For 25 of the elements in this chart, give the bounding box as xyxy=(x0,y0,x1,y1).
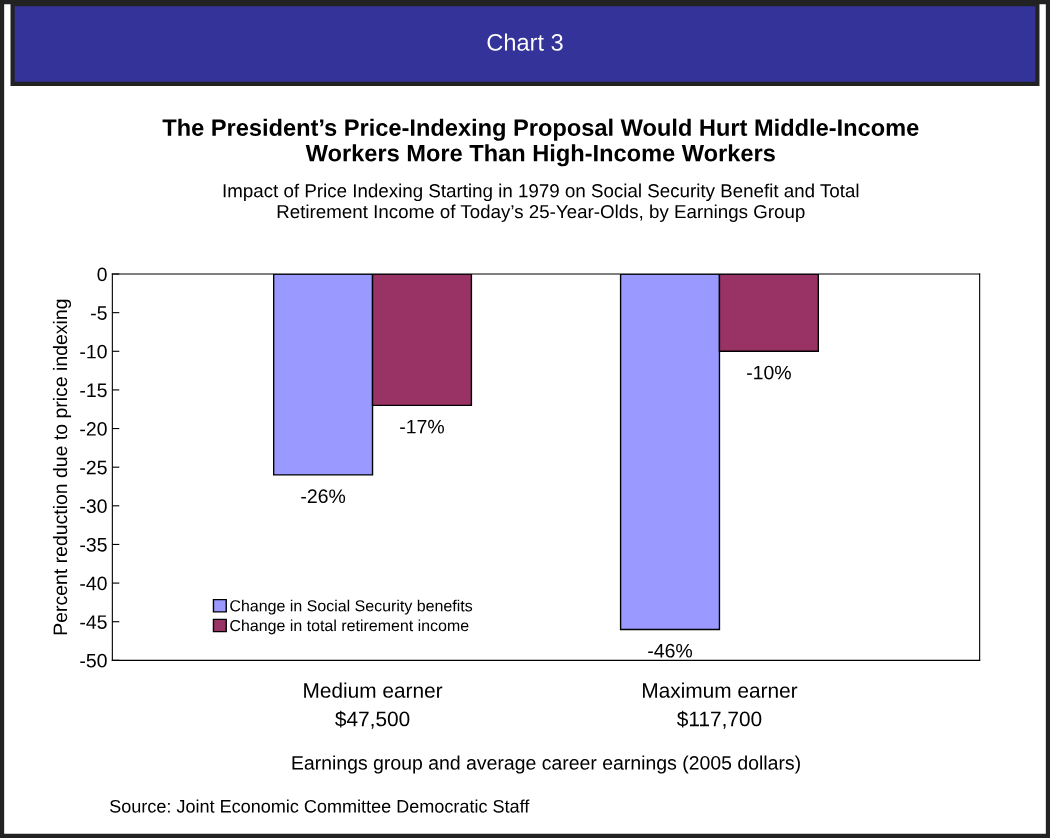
y-tick-label: -35 xyxy=(80,537,107,552)
x-tick-label: Medium earner $47,500 xyxy=(304,682,443,729)
legend-label: Change in total retirement income xyxy=(230,619,469,635)
x-tick-label: Maximum earner $117,700 xyxy=(643,682,798,729)
y-tick-label: -45 xyxy=(80,615,107,629)
y-tick-label: -5 xyxy=(91,306,107,320)
data-label: -26% xyxy=(301,489,346,504)
y-tick-label: -50 xyxy=(80,653,107,668)
y-axis-title: Percent reduction due to price indexing xyxy=(52,299,72,635)
chart-title: The President’s Price-Indexing Proposal Would Hurt Middle-Income Workers More Than High-Income Workers xyxy=(162,118,919,167)
legend-label: Change in Social Security benefits xyxy=(230,599,473,615)
data-label: -17% xyxy=(400,419,444,434)
y-tick-label: 0 xyxy=(97,267,107,282)
y-tick-label: -25 xyxy=(80,460,107,475)
y-tick-label: -40 xyxy=(80,576,107,591)
y-tick-label: -30 xyxy=(80,499,107,514)
data-label: -46% xyxy=(648,643,693,658)
y-tick-label: -20 xyxy=(80,422,107,436)
y-tick-label: -15 xyxy=(80,383,107,398)
source-note: Source: Joint Economic Committee Democratic Staff xyxy=(110,799,530,813)
data-label: -10% xyxy=(747,365,791,380)
x-axis-title: Earnings group and average career earnings (2005 dollars) xyxy=(292,755,800,774)
caption: Chart 3 xyxy=(487,33,563,51)
chart-subtitle: Impact of Price Indexing Starting in 1979 on Social Security Benefit and Total Retirement Income of Today’s 25-Year-Olds, by Earnings Group xyxy=(223,183,859,222)
y-tick-label: -10 xyxy=(80,344,107,359)
